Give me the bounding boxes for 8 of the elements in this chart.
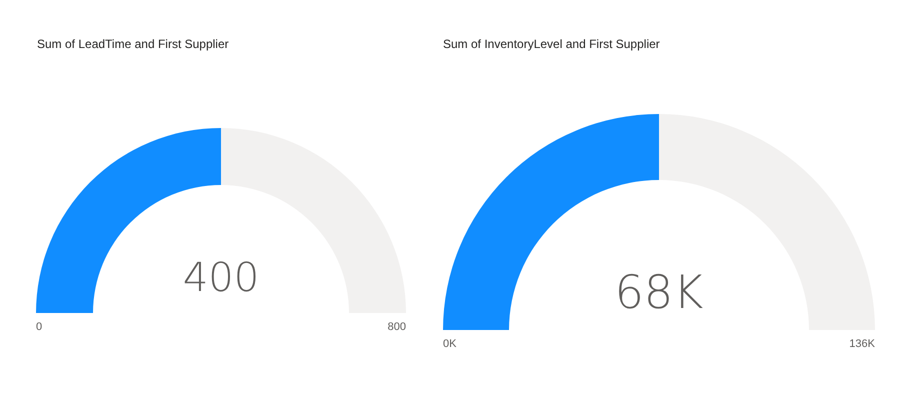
data-label: 68K xyxy=(614,265,704,319)
text: 0K xyxy=(443,338,458,350)
text: 800 xyxy=(388,321,406,333)
chart-title: Sum of LeadTime and First Supplier xyxy=(37,37,229,51)
text: 0 xyxy=(36,321,42,333)
chart-title: Sum of InventoryLevel and First Supplier xyxy=(443,37,660,51)
text: 136K xyxy=(849,338,876,350)
data-label: 400 xyxy=(182,255,260,301)
